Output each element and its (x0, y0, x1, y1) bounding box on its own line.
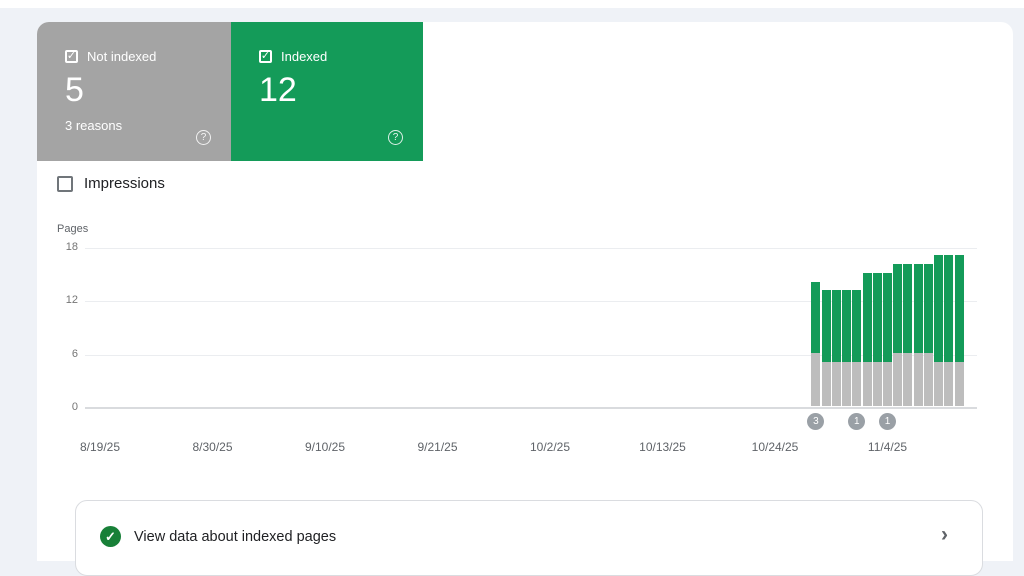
not-indexed-label: Not indexed (87, 49, 157, 64)
help-icon[interactable]: ? (388, 130, 403, 145)
annotation-badge[interactable]: 3 (807, 413, 825, 430)
bar-indexed[interactable] (852, 290, 862, 362)
x-tick-label: 8/30/25 (192, 440, 233, 454)
not-indexed-checkbox[interactable]: ✓ (65, 50, 78, 63)
not-indexed-header: ✓ Not indexed (65, 49, 156, 64)
bar-indexed[interactable] (883, 272, 892, 362)
bar-not-indexed[interactable] (862, 361, 872, 406)
check-icon: ✓ (66, 50, 77, 62)
x-tick-label: 8/19/25 (79, 440, 121, 454)
y-axis-title: Pages (57, 223, 89, 235)
check-circle-icon: ✓ (100, 526, 121, 547)
chevron-right-icon: › (941, 523, 948, 546)
x-tick-label: 11/4/25 (867, 440, 908, 454)
bar-indexed[interactable] (934, 254, 944, 362)
indexed-label: Indexed (281, 49, 328, 64)
bar-not-indexed[interactable] (954, 361, 964, 406)
x-tick-label: 9/10/25 (304, 440, 346, 454)
bar-not-indexed[interactable] (883, 361, 892, 406)
bar-not-indexed[interactable] (934, 361, 944, 406)
indexed-checkbox[interactable]: ✓ (259, 50, 272, 63)
annotation-badge[interactable]: 1 (879, 413, 896, 430)
impressions-checkbox[interactable] (57, 175, 73, 192)
y-tick-label: 12 (65, 294, 78, 307)
bar-not-indexed[interactable] (903, 352, 913, 406)
bar-not-indexed[interactable] (923, 352, 933, 406)
impressions-toggle[interactable]: Impressions (57, 175, 165, 192)
x-tick-label: 10/24/25 (751, 440, 799, 454)
gridline-6 (85, 354, 977, 356)
bar-indexed[interactable] (872, 272, 882, 362)
bar-not-indexed[interactable] (944, 361, 954, 406)
not-indexed-reasons: 3 reasons (65, 118, 123, 133)
annotation-badge[interactable]: 1 (848, 413, 866, 430)
gridline-18 (85, 248, 977, 249)
bar-not-indexed[interactable] (893, 352, 903, 406)
bar-not-indexed[interactable] (852, 361, 862, 406)
bar-indexed[interactable] (821, 290, 831, 362)
bar-not-indexed[interactable] (821, 361, 831, 406)
bar-not-indexed[interactable] (831, 361, 841, 406)
gridline-12 (85, 301, 977, 303)
bar-not-indexed[interactable] (842, 361, 852, 406)
bar-indexed[interactable] (862, 272, 872, 362)
bar-indexed[interactable] (903, 263, 913, 353)
indexed-card[interactable]: ✓ Indexed 12 ? (231, 22, 423, 161)
not-indexed-value: 5 (65, 71, 84, 109)
indexed-header: ✓ Indexed (259, 49, 327, 64)
content-card: ✓ Not indexed 5 3 reasons ? ✓ Indexed 12… (37, 22, 1013, 576)
check-icon: ✓ (260, 50, 271, 62)
bar-indexed[interactable] (913, 263, 923, 353)
pages-chart: 0 6 12 18 8/19/25 8/30/25 9/10/25 9/21/25 10/2/2… (66, 241, 977, 454)
bar-indexed[interactable] (893, 263, 903, 353)
check-icon: ✓ (105, 529, 116, 544)
bar-indexed[interactable] (842, 290, 852, 362)
impressions-label: Impressions (84, 175, 165, 192)
gridline-0 (85, 407, 977, 409)
y-tick-label: 18 (65, 241, 78, 253)
x-tick-label: 10/2/25 (529, 440, 571, 454)
not-indexed-card[interactable]: ✓ Not indexed 5 3 reasons ? (37, 22, 231, 161)
bar-not-indexed[interactable] (872, 361, 882, 406)
bar-indexed[interactable] (811, 281, 821, 353)
bar-indexed[interactable] (923, 263, 933, 353)
help-icon[interactable]: ? (196, 130, 211, 145)
bar-indexed[interactable] (944, 254, 954, 362)
bar-not-indexed[interactable] (913, 352, 923, 406)
bar-indexed[interactable] (954, 254, 964, 362)
top-strip (0, 0, 1024, 8)
x-tick-label: 9/21/25 (417, 440, 458, 454)
y-tick-label: 6 (71, 347, 78, 360)
view-data-banner[interactable]: ✓ View data about indexed pages › (75, 500, 983, 576)
bar-not-indexed[interactable] (811, 352, 821, 406)
indexed-value: 12 (259, 71, 297, 109)
y-tick-label: 0 (71, 401, 78, 413)
x-tick-label: 10/13/25 (639, 440, 686, 454)
banner-label: View data about indexed pages (134, 529, 337, 545)
bar-indexed[interactable] (831, 290, 841, 362)
